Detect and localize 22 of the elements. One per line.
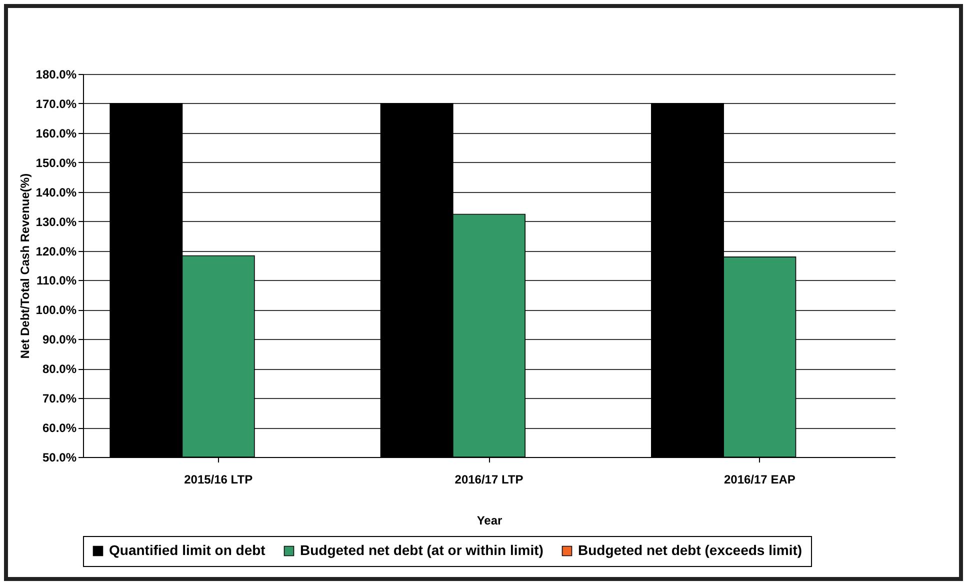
y-tick-label: 180.0% [36, 68, 77, 82]
y-tick-label: 60.0% [42, 421, 77, 436]
legend-label: Budgeted net debt (at or within limit) [300, 542, 544, 558]
x-axis-title: Year [476, 514, 503, 528]
y-tick-label: 100.0% [36, 303, 77, 318]
x-tick-label: 2016/17 LTP [454, 472, 524, 486]
y-tick-label: 90.0% [42, 332, 77, 347]
y-axis-title: Net Debt/Total Cash Revenue(%) [18, 173, 32, 359]
y-tick-label: 140.0% [36, 185, 77, 200]
y-tick-label: 130.0% [36, 214, 77, 229]
y-tick-label: 120.0% [36, 244, 77, 258]
y-tick-label: 110.0% [36, 274, 77, 288]
y-tick-label: 170.0% [36, 96, 77, 111]
x-tick-label: 2015/16 LTP [184, 472, 253, 486]
y-tick-label: 150.0% [36, 156, 77, 170]
legend-label: Budgeted net debt (exceeds limit) [578, 542, 802, 558]
y-tick-label: 160.0% [36, 126, 77, 140]
y-tick-label: 80.0% [42, 362, 77, 376]
y-tick-label: 50.0% [42, 450, 77, 464]
y-tick-label: 70.0% [42, 392, 77, 406]
legend-label: Quantified limit on debt [109, 542, 266, 558]
x-tick-label: 2016/17 EAP [724, 472, 796, 486]
